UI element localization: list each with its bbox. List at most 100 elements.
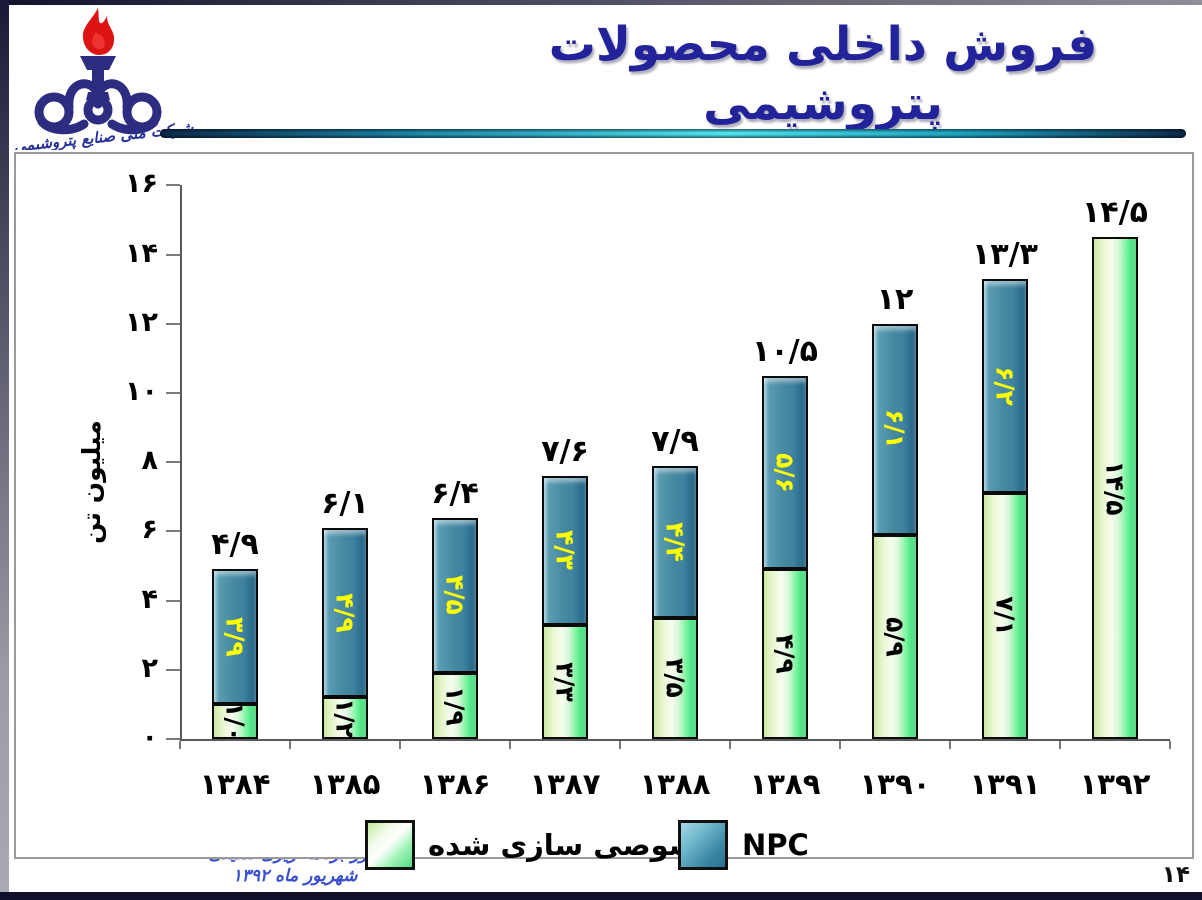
footer-line-2: شهریور ماه ۱۳۹۲ (232, 866, 358, 886)
plot-area: ۰ ۲ ۴ ۶ ۸ ۱۰ ۱۲ ۱۴ ۱۶ ۱/۰ ۳/۹ ۴/۹ ۱۳۸۴ ۱/۲ ۴/۹ ۶/۱ ۱۳۸۵ ۱… (16, 154, 1192, 857)
x-axis-year-label: ۱۳۹۱ (969, 767, 1041, 801)
x-axis-tick (509, 741, 511, 749)
bar-segment-value-label: ۷/۱ (990, 596, 1020, 636)
y-axis-tick (166, 253, 180, 256)
bar-segment-npc: ۴/۵ (432, 517, 478, 674)
bar-segment-value-label: ۴/۹ (330, 592, 360, 633)
y-axis-tick (166, 530, 180, 533)
bar-segment-value-label: ۳/۳ (550, 662, 580, 702)
bar-segment-privatized: ۱/۹ (432, 673, 478, 739)
x-axis-year-label: ۱۳۸۷ (529, 767, 601, 801)
bar-total-label: ۱۴/۵ (1082, 195, 1148, 231)
frame-bottom-edge (0, 892, 1202, 900)
title-divider-line (160, 129, 1186, 138)
legend-label-npc: NPC (742, 828, 809, 862)
bar-total-label: ۷/۶ (541, 434, 589, 470)
bar-segment-npc: ۴/۴ (652, 465, 698, 618)
bar-total-label: ۶/۴ (431, 475, 479, 511)
y-axis-tick-label: ۴ (141, 583, 158, 615)
y-axis-tick-label: ۲ (141, 652, 158, 684)
chart-area: ۰ ۲ ۴ ۶ ۸ ۱۰ ۱۲ ۱۴ ۱۶ ۱/۰ ۳/۹ ۴/۹ ۱۳۸۴ ۱/۲ ۴/۹ ۶/۱ ۱۳۸۵ ۱… (14, 152, 1194, 870)
x-axis-year-label: ۱۳۹۲ (1079, 767, 1151, 801)
bar-total-label: ۷/۹ (651, 423, 699, 459)
bar-total-label: ۱۳/۳ (972, 236, 1038, 272)
bar-segment-value-label: ۱/۲ (330, 698, 360, 739)
bar-segment-npc: ۶/۱ (872, 323, 918, 535)
x-axis-year-label: ۱۳۸۶ (419, 767, 491, 801)
y-axis-tick (166, 668, 180, 671)
bar-segment-privatized: ۳/۳ (542, 624, 588, 739)
bar-segment-value-label: ۱/۰ (220, 701, 250, 742)
bar-segment-value-label: ۴/۹ (770, 634, 800, 675)
frame-top-edge (0, 0, 1202, 5)
bar-segment-value-label: ۵/۹ (880, 617, 910, 657)
y-axis-tick (166, 322, 180, 325)
page-number: ۱۴ (1161, 862, 1190, 888)
x-axis-tick (289, 741, 291, 749)
x-axis-tick (399, 741, 401, 749)
y-axis-tick-label: ۱۶ (125, 168, 158, 200)
bar-segment-value-label: ۱/۹ (440, 686, 470, 726)
x-axis-tick (949, 741, 951, 749)
slide-title: فروش داخلی محصولات پتروشیمی (548, 17, 1098, 131)
y-axis-tick-label: ۸ (141, 445, 158, 477)
frame-left-edge (0, 0, 9, 900)
bar-segment-npc: ۶/۲ (982, 278, 1028, 494)
bar-segment-value-label: ۳/۵ (660, 658, 690, 699)
emblem-ornament (34, 79, 162, 135)
bar-segment-value-label: ۶/۱ (880, 409, 910, 450)
bar-segment-privatized: ۷/۱ (982, 493, 1028, 739)
bar-total-label: ۱۲ (876, 281, 914, 317)
bar-segment-npc: ۴/۳ (542, 476, 588, 625)
bar-segment-npc: ۳/۹ (212, 569, 258, 705)
x-axis-tick (179, 741, 181, 749)
y-axis-tick-label: ۱۴ (125, 237, 158, 269)
bar-segment-value-label: ۴/۳ (550, 530, 580, 571)
y-axis-tick-label: ۶ (141, 514, 158, 546)
bar-segment-privatized: ۴/۹ (762, 569, 808, 739)
y-axis-line (180, 185, 182, 741)
bar-total-label: ۶/۱ (321, 485, 369, 521)
y-axis-tick (166, 392, 180, 394)
x-axis-tick (1169, 741, 1171, 749)
x-axis-year-label: ۱۳۸۴ (199, 767, 271, 801)
y-axis-tick-label: ۰ (141, 722, 158, 753)
y-axis-tick (166, 738, 180, 740)
bar-segment-npc: ۴/۹ (322, 527, 368, 698)
bar-segment-value-label: ۴/۴ (660, 521, 690, 562)
bar-segment-npc: ۵/۶ (762, 375, 808, 570)
y-axis-tick (166, 184, 180, 187)
y-axis-tick (166, 599, 180, 602)
legend-swatch-npc (678, 820, 728, 870)
x-axis-tick (619, 741, 621, 749)
bar-segment-privatized: ۳/۵ (652, 617, 698, 739)
x-axis-tick (1059, 741, 1061, 749)
bar-segment-value-label: ۴/۵ (440, 575, 470, 616)
x-axis-tick (729, 741, 731, 749)
flame-icon (82, 8, 115, 55)
x-axis-line (180, 739, 1170, 741)
bar-segment-privatized: ۱/۰ (212, 701, 258, 742)
npc-company-logo: شرکت ملی صنایع پتروشیمی (13, 8, 196, 150)
y-axis-tick (166, 461, 180, 464)
bar-segment-value-label: ۵/۶ (770, 452, 800, 493)
x-axis-year-label: ۱۳۸۸ (639, 767, 711, 801)
bar-segment-value-label: ۳/۹ (220, 617, 250, 657)
x-axis-year-label: ۱۳۸۹ (749, 767, 821, 801)
bar-segment-value-label: ۱۴/۵ (1100, 460, 1130, 516)
x-axis-year-label: ۱۳۸۵ (309, 767, 381, 801)
bar-segment-value-label: ۶/۲ (990, 366, 1020, 406)
bar-segment-privatized: ۵/۹ (872, 534, 918, 739)
bar-segment-privatized: ۱۴/۵ (1092, 237, 1138, 739)
y-axis-tick-label: ۱۲ (125, 306, 158, 338)
x-axis-tick (839, 741, 841, 749)
y-axis-title: میلیون تن (77, 420, 106, 544)
legend-label-privatized: خصوصی سازی شده (428, 828, 719, 862)
bar-segment-privatized: ۱/۲ (322, 697, 368, 739)
legend-swatch-privatized (365, 820, 415, 870)
bar-total-label: ۱۰/۵ (752, 333, 818, 369)
bar-total-label: ۴/۹ (211, 527, 259, 563)
x-axis-year-label: ۱۳۹۰ (859, 767, 931, 801)
y-axis-tick-label: ۱۰ (125, 376, 158, 407)
